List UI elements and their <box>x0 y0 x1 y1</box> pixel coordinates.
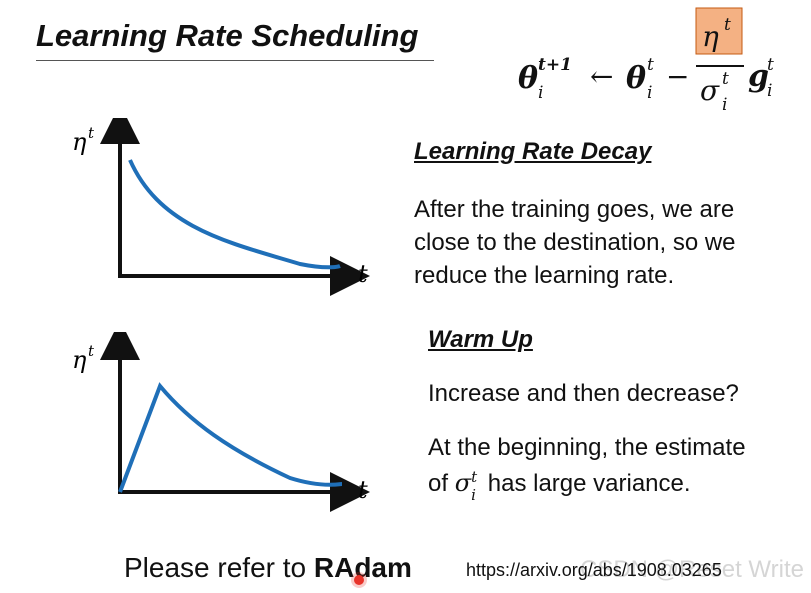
paper-url[interactable]: https://arxiv.org/abs/1908.03265 <box>466 560 722 580</box>
sigma-sup: t <box>722 69 729 89</box>
arrow: ← <box>590 60 613 93</box>
warmup-x-label: t <box>358 476 368 504</box>
theta-lhs-sub: i <box>538 83 543 103</box>
g-sub: i <box>767 81 772 101</box>
theta-rhs-sub: i <box>647 83 652 103</box>
decay-heading: Learning Rate Decay <box>414 138 652 165</box>
decay-text-line1: After the training goes, we are <box>414 196 735 223</box>
theta-lhs-sup: t+1 <box>538 55 572 75</box>
sigma-sub: i <box>722 95 727 115</box>
footer-prefix: Please refer to <box>124 552 314 583</box>
decay-x-label: t <box>358 260 368 288</box>
decay-graph: η t t <box>72 118 370 296</box>
eta-sup: t <box>724 15 731 35</box>
sigma-inline-sub: i <box>471 486 476 504</box>
theta-rhs: θ <box>626 61 646 96</box>
watermark: CSDN @Reset Write <box>580 556 804 583</box>
decay-text-line3: reduce the learning rate. <box>414 262 675 289</box>
warmup-curve <box>118 382 343 493</box>
theta-lhs: θ <box>518 61 538 96</box>
minus: − <box>666 60 689 93</box>
sigma-denominator: σ <box>700 74 720 107</box>
title-underline <box>36 60 434 61</box>
g-term: g <box>748 59 769 94</box>
theta-rhs-sup: t <box>647 55 654 75</box>
warmup-text-line3-pre: of <box>428 470 455 497</box>
update-formula: θ t+1 i ← θ t i − η t σ t i g t i <box>518 7 774 115</box>
decay-curve <box>128 159 341 270</box>
warmup-y-label: η <box>72 346 87 374</box>
decay-y-sup: t <box>88 124 95 142</box>
warmup-text-line3-post: has large variance. <box>481 470 691 497</box>
eta-numerator: η <box>702 20 719 53</box>
warmup-heading: Warm Up <box>428 326 533 353</box>
sigma-inline-sup: t <box>471 468 478 486</box>
warmup-text-line1: Increase and then decrease? <box>428 380 739 407</box>
eta-highlight-box <box>695 7 743 55</box>
slide-title: Learning Rate Scheduling <box>36 18 419 53</box>
sigma-inline-symbol: σ <box>454 469 472 497</box>
g-sup: t <box>767 55 774 75</box>
footer-reference: Please refer to RAdam <box>124 552 412 584</box>
laser-pointer-icon <box>354 575 364 585</box>
warmup-graph: η t t <box>72 332 370 512</box>
decay-text-line2: close to the destination, so we <box>414 229 736 256</box>
warmup-y-sup: t <box>88 342 95 360</box>
warmup-text-line2: At the beginning, the estimate <box>428 434 746 461</box>
decay-y-label: η <box>72 128 87 156</box>
